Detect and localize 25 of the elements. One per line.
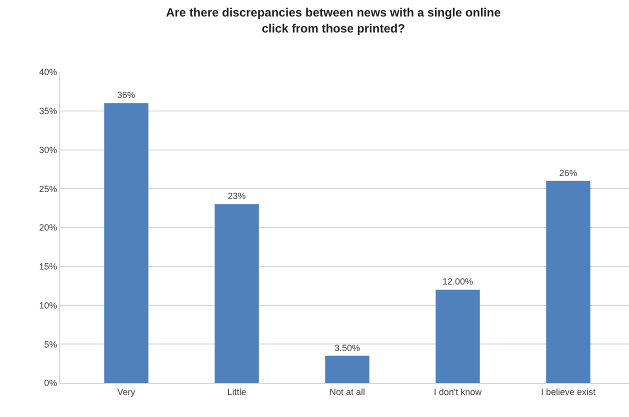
x-tick-label: Not at all bbox=[329, 386, 366, 397]
bar bbox=[104, 103, 148, 383]
data-label: 3.50% bbox=[334, 342, 360, 353]
x-tick-label: I believe exist bbox=[540, 386, 596, 397]
y-tick-label: 15% bbox=[39, 262, 58, 272]
data-label: 36% bbox=[117, 90, 136, 100]
y-tick-label: 30% bbox=[39, 144, 58, 155]
y-tick-label: 5% bbox=[44, 339, 58, 350]
y-tick-label: 10% bbox=[39, 300, 58, 310]
bar bbox=[325, 356, 370, 383]
data-label: 12.00% bbox=[442, 276, 474, 287]
y-tick-label: 0% bbox=[44, 378, 58, 388]
y-tick-label: 40% bbox=[39, 67, 58, 78]
x-tick-label: Little bbox=[227, 386, 246, 397]
chart-title: Are there discrepancies between news with a single online click from those printed? bbox=[166, 6, 502, 36]
x-tick-label: Very bbox=[117, 386, 136, 397]
data-label: 23% bbox=[228, 191, 246, 202]
y-tick-label: 20% bbox=[39, 222, 58, 233]
y-tick-label: 25% bbox=[39, 184, 58, 194]
bar bbox=[214, 204, 259, 383]
data-label: 26% bbox=[559, 168, 578, 178]
y-tick-label: 35% bbox=[39, 106, 58, 116]
bar bbox=[546, 180, 590, 383]
bar bbox=[436, 290, 480, 383]
x-tick-label: I don't know bbox=[434, 386, 482, 397]
